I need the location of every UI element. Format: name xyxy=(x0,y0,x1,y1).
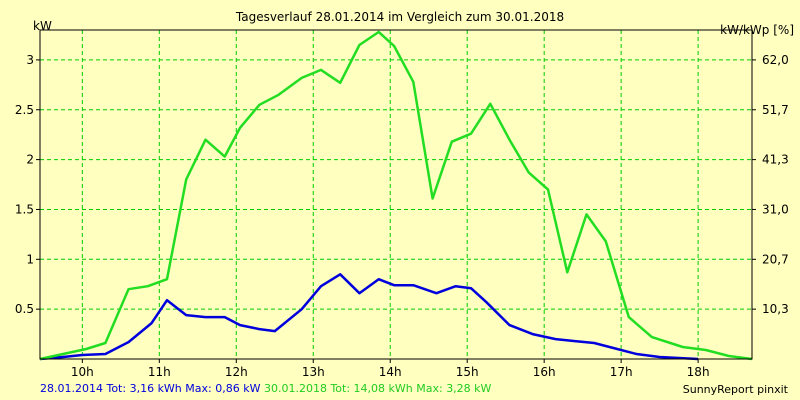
x-tick-label: 12h xyxy=(225,365,248,379)
x-tick-label: 15h xyxy=(456,365,479,379)
y2-tick-label: 51,7 xyxy=(762,103,789,117)
chart-title: Tagesverlauf 28.01.2014 im Vergleich zum… xyxy=(235,10,565,24)
x-tick-label: 11h xyxy=(148,365,171,379)
plot-frame xyxy=(39,29,753,360)
x-tick-label: 17h xyxy=(610,365,633,379)
x-tick-label: 18h xyxy=(687,365,710,379)
x-tick-label: 16h xyxy=(533,365,556,379)
y-tick-label: 2.5 xyxy=(15,103,34,117)
y-tick-label: 1 xyxy=(26,252,34,266)
credit-text: SunnyReport pinxit xyxy=(682,383,788,396)
y2-tick-label: 41,3 xyxy=(762,153,789,167)
x-tick-label: 10h xyxy=(71,365,94,379)
y-tick-label: 3 xyxy=(26,53,34,67)
legend: 28.01.2014 Tot: 3,16 kWh Max: 0,86 kW 30… xyxy=(40,382,491,395)
legend-series-2014: 28.01.2014 Tot: 3,16 kWh Max: 0,86 kW xyxy=(40,382,261,395)
series-line-2018 xyxy=(39,30,753,361)
y-axis-right-label: kW/kWp [%] xyxy=(720,23,794,37)
y-tick-label: 1.5 xyxy=(15,202,34,216)
x-tick-label: 13h xyxy=(302,365,325,379)
x-tick-label: 14h xyxy=(379,365,402,379)
y2-tick-label: 20,7 xyxy=(762,252,789,266)
y2-tick-label: 10,3 xyxy=(762,302,789,316)
y-tick-label: 2 xyxy=(26,153,34,167)
y2-tick-label: 31,0 xyxy=(762,202,789,216)
series-line-2014 xyxy=(39,273,699,361)
y-tick-label: 0.5 xyxy=(15,302,34,316)
legend-series-2018: 30.01.2018 Tot: 14,08 kWh Max: 3,28 kW xyxy=(263,382,492,395)
y2-tick-label: 62,0 xyxy=(762,53,789,67)
